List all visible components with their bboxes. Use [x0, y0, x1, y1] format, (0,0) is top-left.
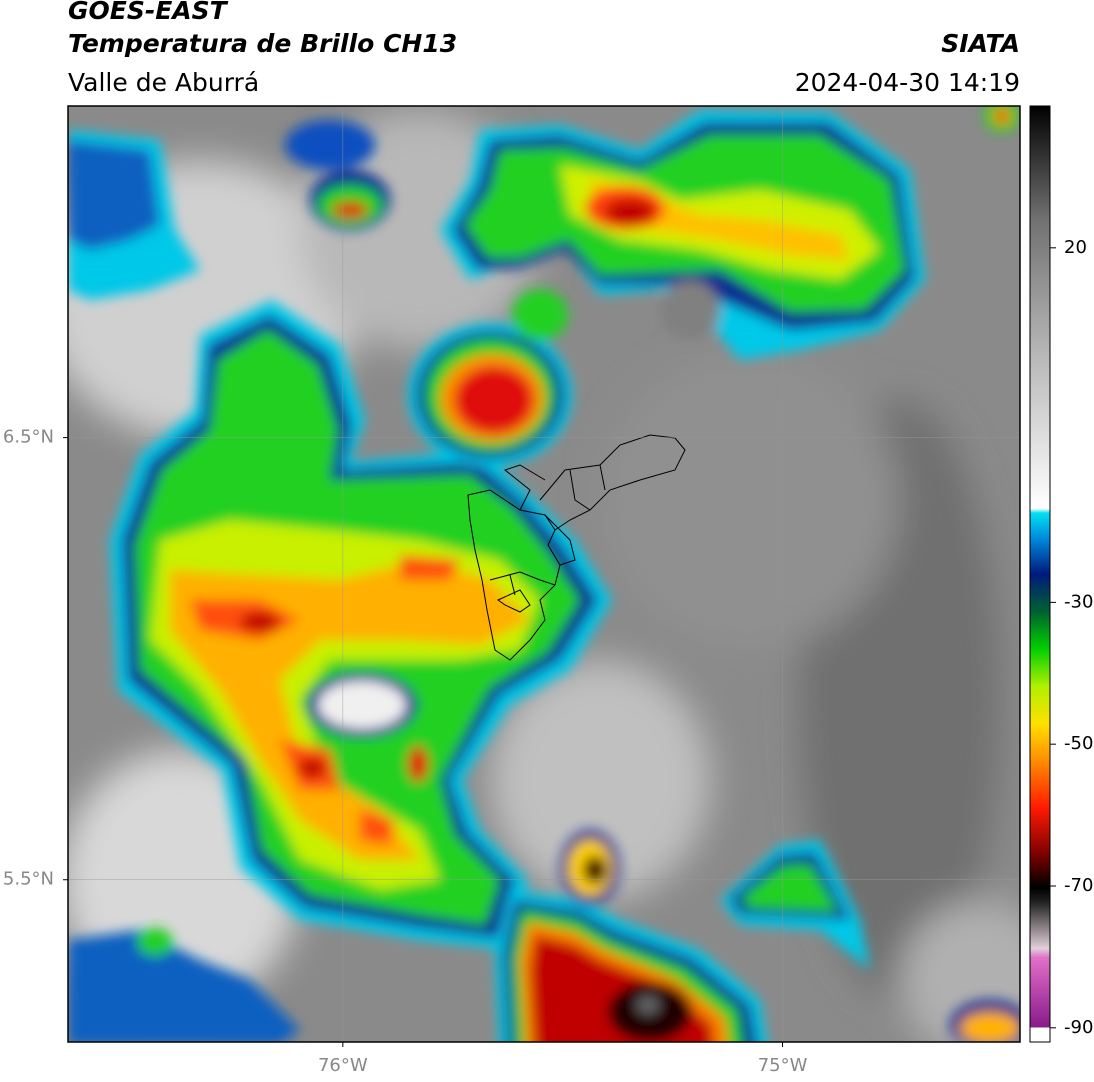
cloud-shape — [318, 681, 406, 729]
colorbar-tick-label: 20 — [1064, 237, 1087, 258]
cloud-shape — [68, 140, 160, 250]
satellite-image — [68, 106, 1020, 1042]
map-frame — [67, 105, 1021, 1043]
cloud-shape — [68, 930, 300, 1042]
colorbar-tick-label: -50 — [1064, 733, 1093, 754]
region: Valle de Aburrá — [68, 68, 259, 97]
cloud-shape — [605, 199, 655, 225]
cloud-shape — [600, 350, 900, 650]
cloud-shape — [68, 106, 1020, 1042]
x-tick-label: 76°W — [318, 1055, 368, 1076]
cloud-shape — [454, 366, 534, 434]
cloud-shape — [285, 120, 375, 170]
colorbar-tick-label: -30 — [1064, 591, 1093, 612]
cloud-shape — [742, 864, 838, 912]
cloud-shape — [490, 660, 710, 900]
source: SIATA — [941, 29, 1020, 58]
cloud-shape — [503, 464, 606, 511]
cloud-shape — [240, 612, 280, 632]
cloud-shape — [489, 571, 556, 613]
cloud-shape — [636, 995, 660, 1015]
cloud-shape — [583, 856, 607, 884]
x-tick-label: 75°W — [758, 1055, 808, 1076]
cloud-shape — [298, 758, 326, 778]
cloud-shape — [994, 108, 1010, 124]
colorbar-tick-label: -70 — [1064, 875, 1093, 896]
cloud-shape — [332, 202, 368, 218]
colorbar — [1029, 105, 1051, 1043]
subtitle: Temperatura de Brillo CH13 — [68, 29, 457, 58]
datetime: 2024-04-30 14:19 — [795, 68, 1020, 97]
y-tick-label: 6.5°N — [3, 427, 54, 448]
cloud-shape — [544, 514, 576, 566]
title: GOES-EAST — [68, 0, 229, 25]
cloud-shape — [660, 280, 720, 340]
cloud-shape — [137, 928, 173, 956]
cloud-shape — [512, 289, 568, 341]
cloud-shape — [408, 746, 428, 782]
grid — [68, 106, 1020, 1042]
y-tick-label: 5.5°N — [3, 869, 54, 890]
municipal-boundaries — [467, 434, 686, 661]
cloud-shape — [960, 1012, 1020, 1042]
colorbar-tick-label: -90 — [1064, 1017, 1093, 1038]
